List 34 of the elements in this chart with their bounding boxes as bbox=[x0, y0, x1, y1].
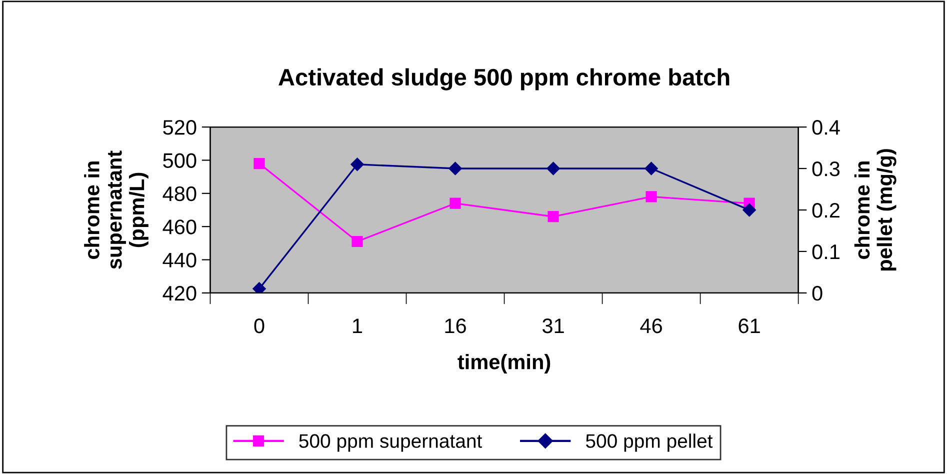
point bbox=[546, 162, 560, 176]
point bbox=[350, 158, 364, 171]
y2-tick-label: 0.3 bbox=[812, 162, 840, 176]
y2-axis-title: chrome in pellet (mg/g) bbox=[854, 149, 896, 271]
point bbox=[448, 162, 462, 176]
x-tick-label: 61 bbox=[738, 318, 760, 334]
y2-tick-label: 0.1 bbox=[812, 244, 840, 260]
x-tick-label: 0 bbox=[254, 318, 264, 334]
x-tick-label: 16 bbox=[445, 318, 466, 334]
x-tick-label: 46 bbox=[640, 318, 662, 334]
legend-label: 500 ppm pellet bbox=[586, 434, 713, 452]
y2-tick-label: 0.2 bbox=[812, 202, 840, 218]
y2-tick-label: 0 bbox=[812, 286, 822, 301]
y-tick-label: 440 bbox=[162, 252, 196, 268]
y-tick-label: 520 bbox=[163, 120, 196, 135]
y-axis-title: chrome in supernatant (ppm/L) bbox=[84, 150, 148, 269]
y-tick-label: 420 bbox=[162, 286, 196, 301]
x-tick-label: 31 bbox=[542, 318, 564, 334]
point bbox=[548, 211, 559, 222]
y-tick-label: 460 bbox=[162, 220, 196, 234]
y-tick-label: 500 bbox=[163, 153, 196, 168]
legend-label: 500 ppm supernatant bbox=[299, 434, 482, 452]
point bbox=[646, 191, 657, 202]
point bbox=[450, 198, 461, 209]
chart-title: Activated sludge 500 ppm chrome batch bbox=[278, 68, 730, 90]
point bbox=[644, 162, 658, 176]
point bbox=[742, 203, 756, 217]
y2-tick-label: 0.4 bbox=[812, 120, 840, 135]
point bbox=[252, 282, 266, 293]
x-tick-label: 1 bbox=[353, 318, 362, 334]
y-tick-label: 480 bbox=[162, 186, 196, 202]
x-axis-title: time(min) bbox=[458, 354, 550, 374]
point bbox=[352, 236, 363, 248]
point bbox=[254, 158, 265, 170]
